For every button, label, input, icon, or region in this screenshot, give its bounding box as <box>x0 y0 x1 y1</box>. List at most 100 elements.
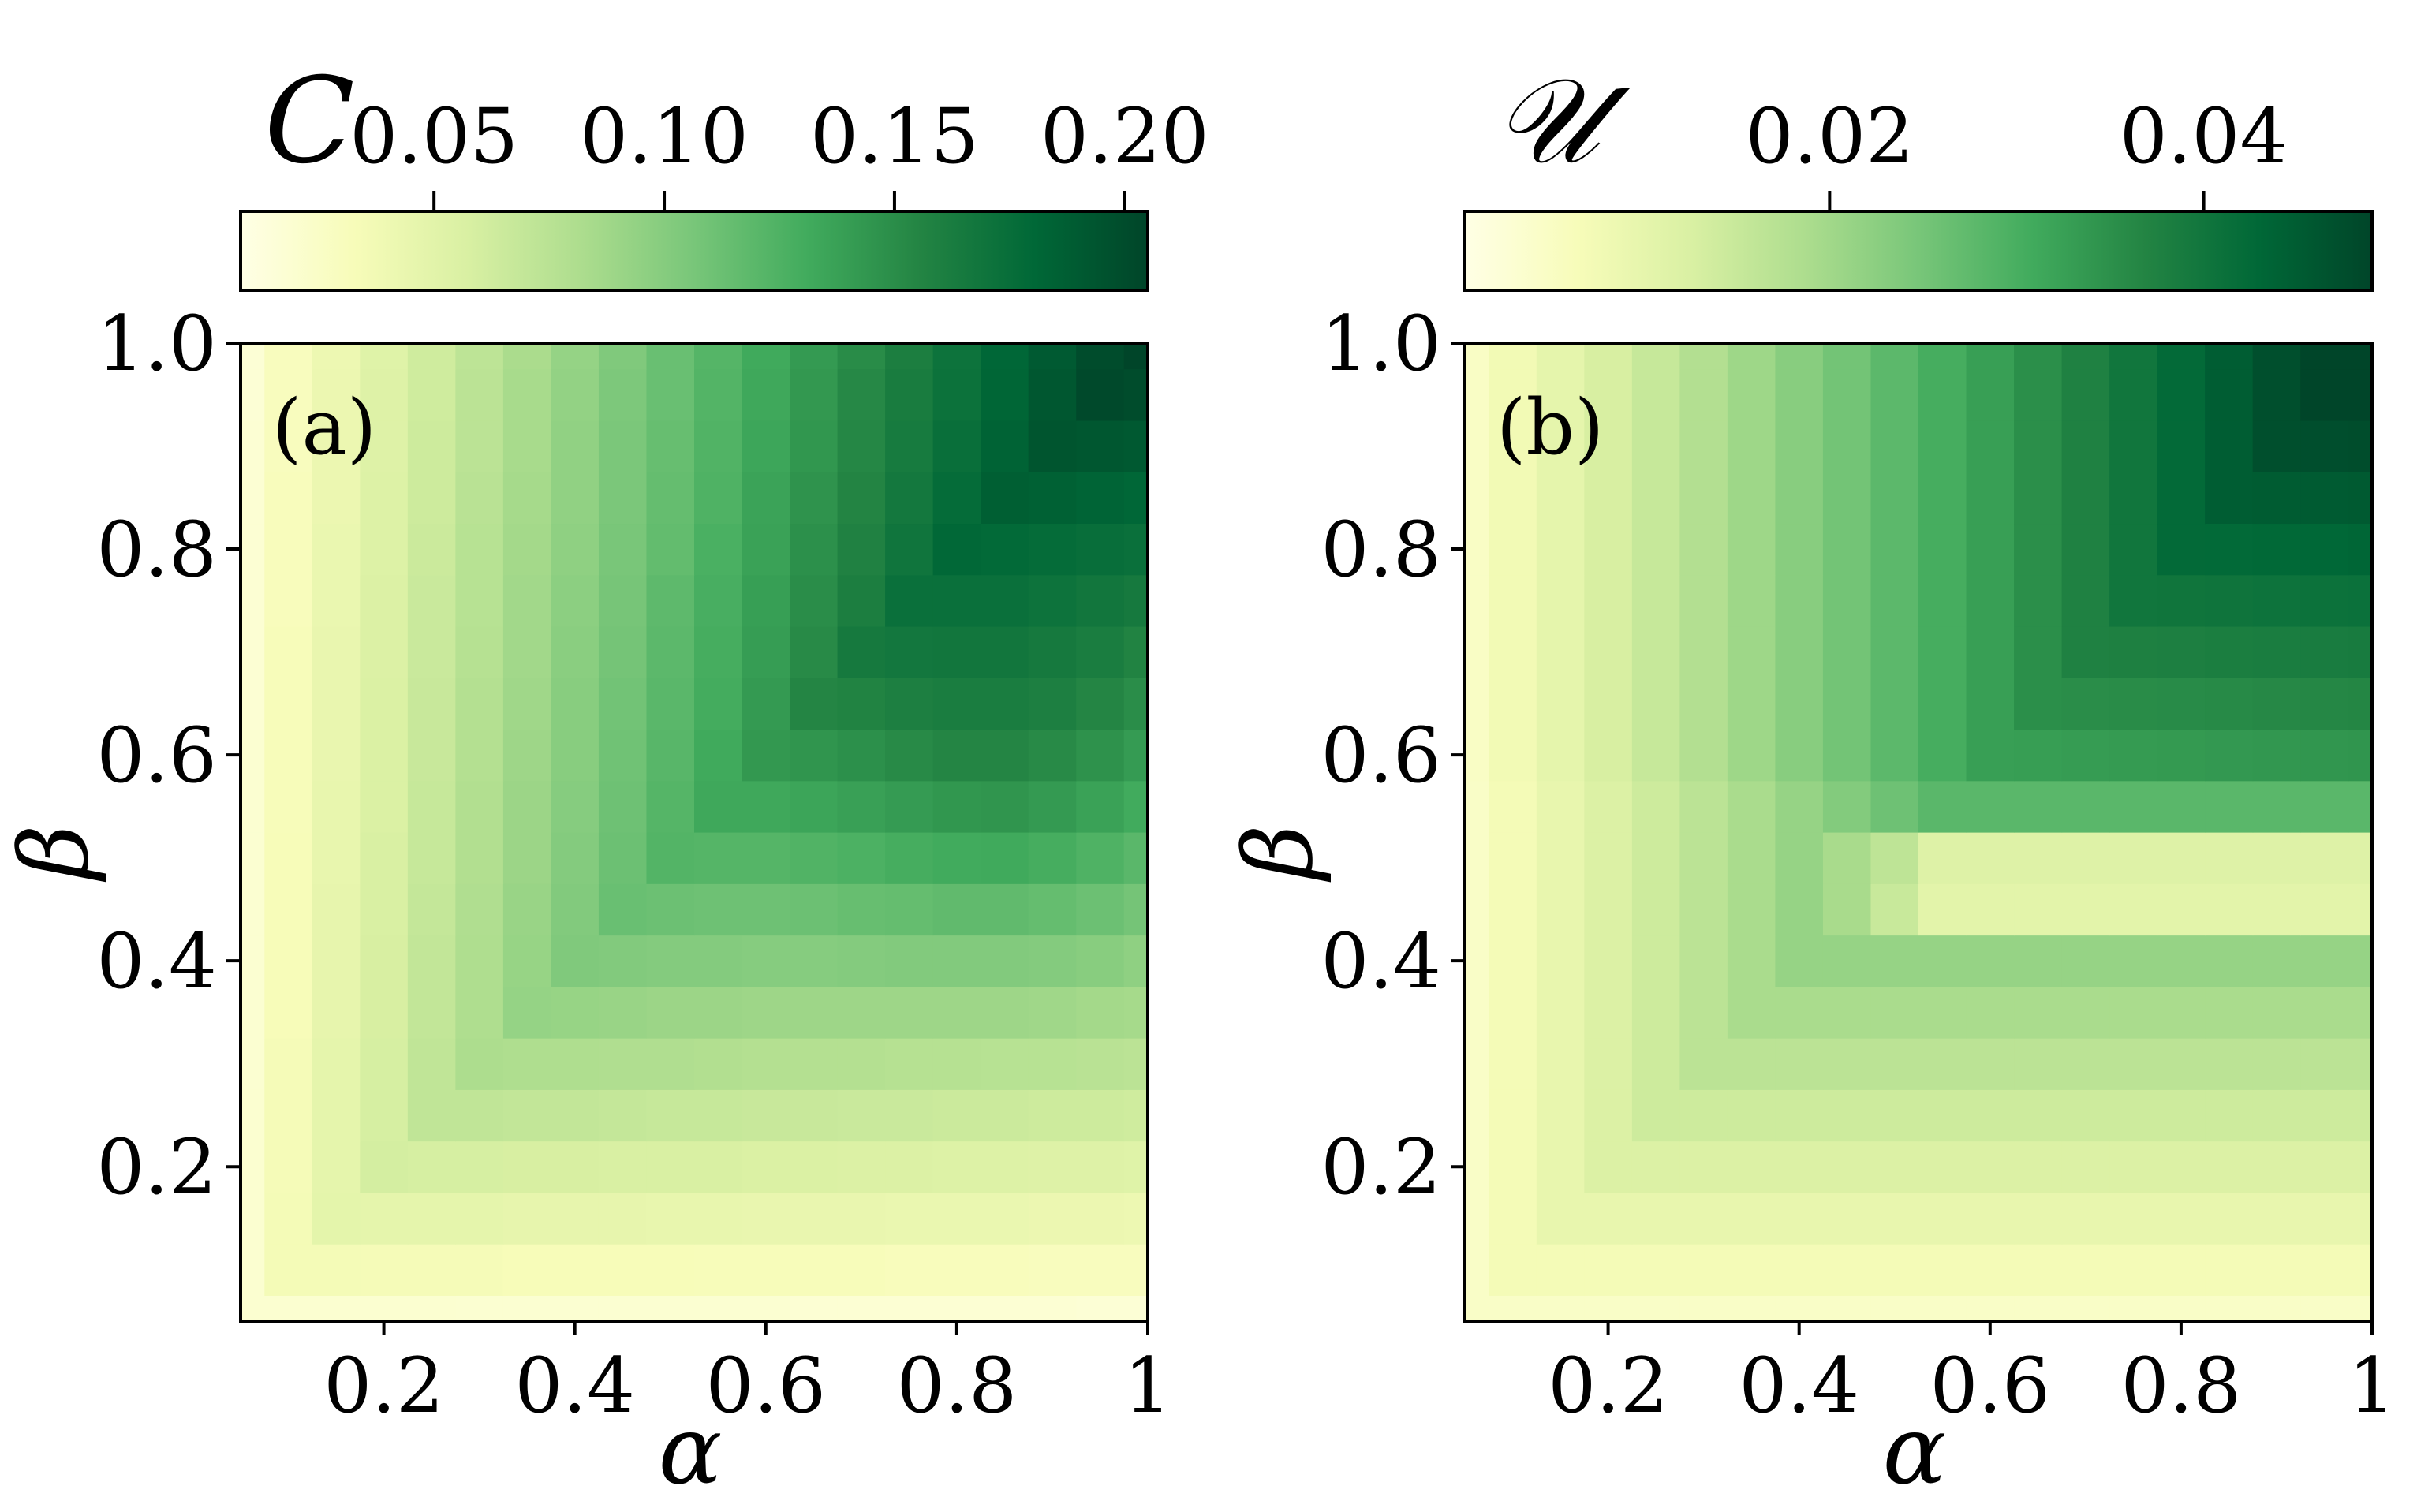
heatmap-cell <box>2157 729 2206 782</box>
heatmap-cell <box>1489 1141 1537 1193</box>
heatmap-cell <box>241 1295 265 1322</box>
heatmap-cell <box>1966 1192 2015 1245</box>
heatmap-cell <box>1489 986 1537 1039</box>
heatmap-cell <box>502 1038 552 1090</box>
heatmap-cell <box>598 1038 648 1090</box>
heatmap-cell <box>694 1141 743 1193</box>
heatmap-cell <box>1822 1244 1872 1296</box>
heatmap-cell <box>455 420 504 472</box>
heatmap-cell <box>742 1244 790 1296</box>
heatmap-cell <box>694 472 743 525</box>
heatmap-cell <box>646 678 695 730</box>
heatmap-cell <box>598 780 648 833</box>
heatmap-cell <box>742 472 790 525</box>
heatmap-cell <box>2205 729 2254 782</box>
heatmap-cell <box>932 368 981 421</box>
heatmap-cell <box>1822 343 1872 370</box>
heatmap-cell <box>1028 574 1077 627</box>
heatmap-cell <box>1631 574 1680 627</box>
heatmap-cell <box>502 780 552 833</box>
heatmap-cell <box>1028 343 1077 370</box>
heatmap-cell <box>1870 523 1919 576</box>
heatmap-cell <box>2300 678 2349 730</box>
heatmap-panel-a: 0.2 0.4 0.6 0.8 1 0.2 0.4 0.6 0.8 1.0 α β (a) 0.05 0.1… <box>0 53 1209 1506</box>
heatmap-cell <box>885 1089 934 1142</box>
heatmap-cell <box>241 678 265 730</box>
heatmap-cell <box>2157 574 2206 627</box>
heatmap-cell <box>646 1038 695 1090</box>
colorbar-tick-label: 0.20 <box>1040 92 1209 181</box>
heatmap-cell <box>2157 678 2206 730</box>
heatmap-cell <box>2205 1192 2254 1245</box>
heatmap-cell <box>1918 1192 1967 1245</box>
heatmap-cell <box>312 986 361 1039</box>
heatmap-cell <box>598 678 648 730</box>
heatmap-cell <box>1679 1192 1728 1245</box>
heatmap-cell <box>360 1089 409 1142</box>
heatmap-cell <box>1918 1244 1967 1296</box>
heatmap-cell <box>646 1141 695 1193</box>
heatmap-cell <box>837 986 886 1039</box>
heatmap-cell <box>2300 1244 2349 1296</box>
heatmap-cell <box>1076 343 1125 370</box>
heatmap-cell <box>932 678 981 730</box>
heatmap-cell <box>2061 1244 2110 1296</box>
heatmap-cell <box>981 832 1029 884</box>
heatmap-cell <box>1465 1192 1489 1245</box>
heatmap-cell <box>837 780 886 833</box>
heatmap-cell <box>2205 523 2254 576</box>
heatmap-cell <box>1465 523 1489 576</box>
heatmap-cell <box>264 574 313 627</box>
heatmap-cell <box>646 1295 695 1322</box>
heatmap-cell <box>1123 883 1149 936</box>
heatmap-cell <box>1536 368 1585 421</box>
heatmap-cell <box>2157 343 2206 370</box>
heatmap-cell <box>312 678 361 730</box>
heatmap-cell <box>1123 678 1149 730</box>
heatmap-cell <box>742 523 790 576</box>
heatmap-cell <box>1465 678 1489 730</box>
y-tick-label: 0.8 <box>96 506 217 594</box>
heatmap-cell <box>837 935 886 987</box>
heatmap-cell <box>981 678 1029 730</box>
heatmap-cell <box>598 1192 648 1245</box>
heatmap-cell <box>1584 986 1633 1039</box>
heatmap-cell <box>1536 729 1585 782</box>
heatmap-cell <box>981 420 1029 472</box>
heatmap-cell <box>1123 420 1149 472</box>
heatmap-cell <box>837 420 886 472</box>
heatmap-cell <box>598 343 648 370</box>
x-tick-label: 1 <box>2348 1342 2396 1430</box>
heatmap-cell <box>2252 1295 2301 1322</box>
heatmap-cell <box>455 678 504 730</box>
heatmap-cell <box>932 420 981 472</box>
x-tick-label: 1 <box>1123 1342 1171 1430</box>
heatmap-cell <box>1822 1192 1872 1245</box>
heatmap-cell <box>455 780 504 833</box>
heatmap-cell <box>646 625 695 678</box>
heatmap-cell <box>1870 625 1919 678</box>
heatmap-cell <box>694 1295 743 1322</box>
heatmap-cell <box>2348 1244 2373 1296</box>
heatmap-cell <box>1679 678 1728 730</box>
heatmap-cell <box>551 1295 600 1322</box>
heatmap-cell <box>2205 935 2254 987</box>
heatmap-cell <box>837 1295 886 1322</box>
heatmap-cell <box>360 986 409 1039</box>
heatmap-cell <box>1584 1192 1633 1245</box>
heatmap-cell <box>455 368 504 421</box>
heatmap-cell <box>551 1141 600 1193</box>
heatmap-cell <box>742 832 790 884</box>
y-tick-label: 0.4 <box>1321 917 1441 1006</box>
heatmap-cell <box>932 574 981 627</box>
heatmap-cell <box>1918 729 1967 782</box>
heatmap-cell <box>1775 1295 1824 1322</box>
heatmap-cell <box>2014 523 2063 576</box>
heatmap-cell <box>1536 1038 1585 1090</box>
y-axis-label: β <box>1224 824 1334 882</box>
heatmap-cell <box>885 935 934 987</box>
heatmap-cell <box>981 523 1029 576</box>
heatmap-cell <box>2014 420 2063 472</box>
heatmap-cell <box>981 1038 1029 1090</box>
heatmap-cell <box>981 986 1029 1039</box>
